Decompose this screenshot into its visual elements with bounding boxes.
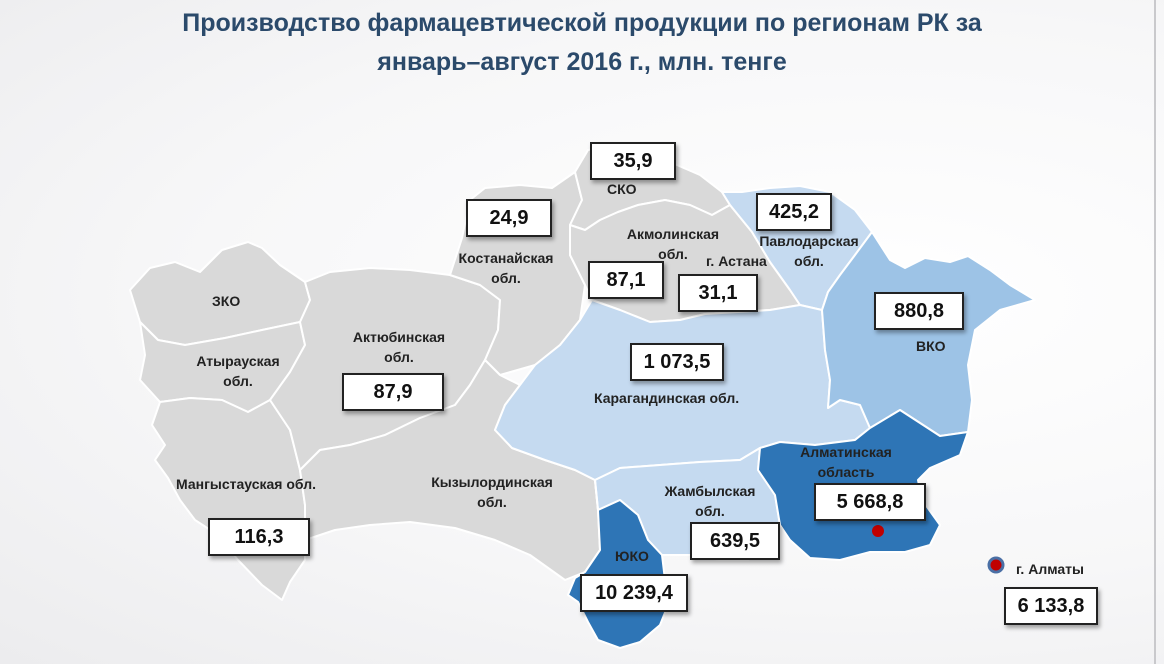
label-vko: ВКО [916,338,946,354]
label-atyrau: Атырауская обл. [196,353,280,389]
page-title: Производство фармацевтической продукции … [0,4,1164,82]
region-vko[interactable] [821,231,1036,437]
page-edge-line [1154,0,1156,664]
label-almaty: Алматинская область [800,444,892,480]
value-kostanay: 24,9 [466,199,552,237]
value-astana: 31,1 [678,274,758,312]
value-almaty-city: 6 133,8 [1004,587,1098,625]
region-mangystau[interactable] [151,397,306,601]
label-pavlodar: Павлодарская обл. [759,233,859,269]
value-sko: 35,9 [590,142,676,180]
label-zhambyl: Жамбылская обл. [664,483,756,519]
value-karaganda: 1 073,5 [630,343,724,381]
label-astana: г. Астана [706,253,767,269]
value-aktobe: 87,9 [342,373,444,411]
title-line-1: Производство фармацевтической продукции … [182,9,982,37]
label-zko: ЗКО [212,293,241,309]
label-akmola: Акмолинская обл. [626,226,720,262]
label-almaty-city: г. Алматы [1016,561,1084,577]
value-akmola: 87,1 [588,261,664,299]
title-line-2: январь–август 2016 г., млн. тенге [377,48,787,76]
value-zhambyl: 639,5 [690,522,780,560]
label-karaganda: Карагандинская обл. [594,390,740,406]
label-aktobe: Актюбинская обл. [352,329,446,365]
almaty-legend-marker [987,556,1005,574]
value-uko: 10 239,4 [580,574,688,612]
label-kostanay: Костанайская обл. [458,250,554,286]
label-kyzylorda: Кызылординская обл. [431,474,553,510]
almaty-city-marker [872,525,884,537]
value-pavlodar: 425,2 [756,193,832,231]
label-sko: СКО [607,181,637,197]
value-vko: 880,8 [874,292,964,330]
label-uko: ЮКО [615,548,649,564]
value-almaty: 5 668,8 [814,483,926,521]
label-mangystau: Мангыстауская обл. [176,476,316,492]
value-mangystau: 116,3 [208,518,310,556]
